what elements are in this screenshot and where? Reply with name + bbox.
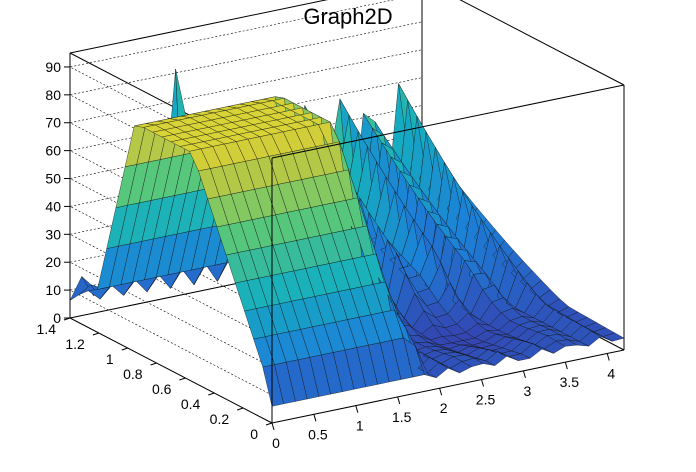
x-tick-label: 4 [607,365,615,381]
y-tick-mark [179,377,186,381]
y-tick-label: 1.4 [37,321,57,337]
surface-mesh [69,68,625,407]
x-axis-ticks: 0 0.5 1 1.5 2 2.5 3 3.5 4 [271,353,615,451]
z-tick-label: 80 [45,87,61,103]
surface-cell [602,332,625,342]
x-tick-mark [481,379,485,387]
frame-edge [69,0,329,54]
y-tick-label: 0.2 [210,411,230,427]
x-tick-mark [606,353,610,361]
x-tick-mark [439,388,443,396]
y-tick-label: 0 [250,426,258,442]
x-tick-label: 1.5 [392,409,412,425]
x-tick-label: 0.5 [308,426,328,442]
frame-edge [459,0,625,86]
y-tick-mark [92,332,100,336]
y-tick-label: 0.4 [181,396,201,412]
y-tick-mark [121,347,128,351]
y-tick-mark [150,362,157,366]
x-tick-label: 1 [356,418,364,434]
x-tick-mark [397,396,401,405]
z-tick-label: 40 [45,198,61,214]
x-tick-label: 2 [440,400,448,416]
x-tick-label: 0 [272,435,280,451]
x-tick-mark [271,422,275,431]
y-tick-mark [236,407,244,411]
chart-title: Graph2D [303,4,392,29]
y-tick-mark [265,422,273,426]
z-tick-label: 30 [45,226,61,242]
x-tick-label: 2.5 [476,392,496,408]
y-tick-label: 0.6 [152,381,172,397]
z-tick-label: 10 [45,282,61,298]
frame-edge [271,84,625,159]
x-tick-mark [522,370,526,378]
y-tick-label: 1.2 [65,336,85,352]
x-tick-mark [355,405,359,413]
z-tick-label: 20 [45,254,61,270]
z-axis-ticks: 0 10 20 30 40 50 60 70 80 90 [45,53,71,326]
y-tick-label: 1 [106,351,114,367]
x-tick-mark [313,414,317,422]
x-tick-mark [564,362,568,370]
x-tick-label: 3.5 [560,374,580,390]
y-tick-label: 0.8 [123,366,143,382]
z-tick-label: 60 [45,143,61,159]
y-axis-ticks: 0 0.2 0.4 0.6 0.8 1 1.2 1.4 [37,317,273,442]
x-tick-label: 3 [524,383,532,399]
z-tick-label: 0 [53,310,61,326]
z-tick-label: 50 [45,171,61,187]
z-tick-label: 90 [45,59,61,75]
y-tick-mark [208,392,215,396]
z-tick-label: 70 [45,115,61,131]
